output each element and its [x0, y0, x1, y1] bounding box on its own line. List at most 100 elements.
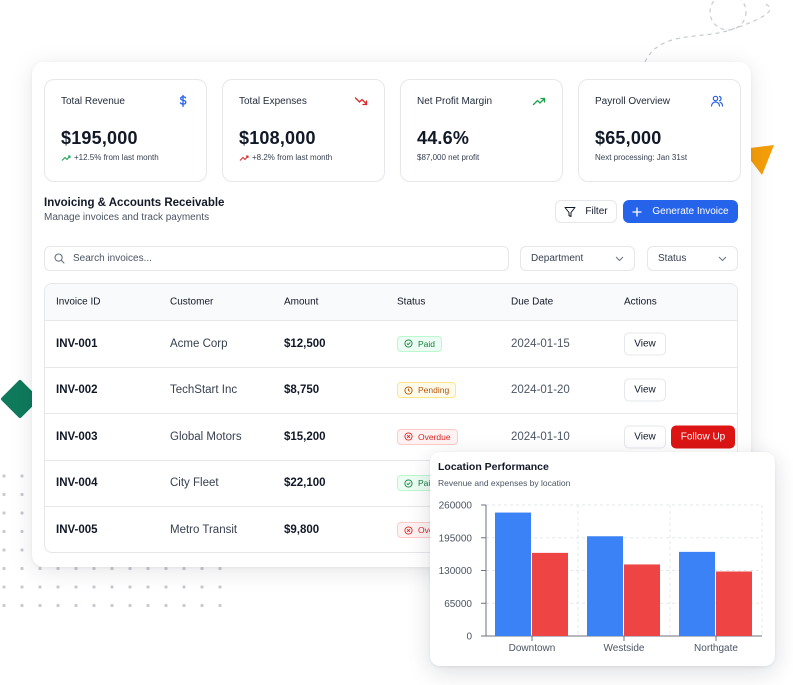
table-header-row: Invoice ID Customer Amount Status Due Da…	[45, 284, 737, 321]
section-subtitle: Manage invoices and track payments	[44, 212, 210, 223]
status-badge: Pending	[397, 382, 457, 399]
check-circle-icon	[404, 479, 413, 488]
plus-icon	[632, 206, 643, 217]
customer-name: TechStart Inc	[170, 384, 238, 397]
x-tick-label: Northgate	[694, 643, 738, 654]
kpi-total-revenue: Total Revenue $195,000 +12.5% from last …	[44, 79, 207, 182]
customer-name: Acme Corp	[170, 337, 228, 350]
kpi-title: Net Profit Margin	[417, 96, 493, 107]
kpi-subtext: Next processing: Jan 31st	[595, 153, 724, 162]
dashed-curve-decoration	[644, 0, 771, 63]
bar-expenses	[532, 552, 568, 636]
kpi-subtext: $87,000 net profit	[417, 153, 546, 162]
filter-button-label: Filter	[585, 206, 608, 217]
invoice-amount: $8,750	[284, 384, 320, 397]
customer-name: City Fleet	[170, 477, 219, 490]
bar-revenue	[495, 512, 531, 636]
customer-name: Global Motors	[170, 430, 242, 443]
invoice-amount: $15,200	[284, 430, 326, 443]
department-select-value: Department	[531, 253, 584, 264]
x-tick-label: Downtown	[509, 643, 556, 654]
location-performance-chart: 0 65000 130000 195000 260000 Downtown Westside…	[439, 501, 763, 654]
row-actions: View	[624, 332, 666, 356]
invoice-id: INV-004	[56, 477, 98, 490]
due-date: 2024-01-10	[511, 430, 570, 443]
trending-up-icon	[532, 97, 546, 106]
invoice-amount: $9,800	[284, 524, 320, 537]
kpi-title: Total Revenue	[61, 96, 125, 107]
kpi-net-profit-margin: Net Profit Margin 44.6% $87,000 net prof…	[400, 79, 563, 182]
trending-up-icon	[61, 155, 71, 161]
kpi-value: $108,000	[239, 128, 316, 148]
view-button[interactable]: View	[624, 425, 666, 449]
clock-icon	[404, 386, 413, 395]
bar-expenses	[624, 564, 660, 636]
chevron-down-icon	[615, 256, 624, 261]
bar-revenue	[679, 551, 715, 636]
kpi-subtext-label: Next processing: Jan 31st	[595, 153, 688, 162]
invoice-id: INV-001	[56, 337, 98, 350]
status-badge: Overdue	[397, 428, 458, 445]
generate-invoice-label: Generate Invoice	[652, 206, 729, 217]
kpi-value: $65,000	[595, 128, 662, 148]
kpi-subtext: +8.2% from last month	[239, 153, 368, 162]
table-row: INV-005 Metro Transit $9,800 Overdue	[45, 507, 737, 552]
status-label: Pending	[418, 385, 450, 396]
chart-subtitle: Revenue and expenses by location	[438, 478, 571, 488]
generate-invoice-button[interactable]: Generate Invoice	[623, 200, 738, 223]
kpi-subtext-label: +12.5% from last month	[74, 153, 159, 162]
kpi-title: Total Expenses	[239, 96, 307, 107]
section-title: Invoicing & Accounts Receivable	[44, 197, 225, 209]
check-circle-icon	[404, 339, 413, 348]
filter-button[interactable]: Filter	[555, 200, 617, 223]
location-performance-card: Location Performance Revenue and expense…	[430, 452, 775, 666]
kpi-subtext-label: $87,000 net profit	[417, 153, 480, 162]
status-label: Overdue	[418, 431, 451, 442]
invoice-table: Invoice ID Customer Amount Status Due Da…	[44, 283, 738, 553]
kpi-subtext: +12.5% from last month	[61, 153, 190, 162]
search-placeholder: Search invoices...	[73, 253, 152, 264]
column-header-amount: Amount	[284, 296, 319, 308]
column-header-customer: Customer	[170, 296, 214, 308]
y-tick-label: 260000	[439, 501, 473, 512]
bar-revenue	[587, 536, 623, 636]
trending-up-icon	[239, 155, 249, 161]
kpi-title: Payroll Overview	[595, 96, 671, 107]
status-select[interactable]: Status	[647, 246, 738, 271]
department-select[interactable]: Department	[520, 246, 635, 271]
invoice-id: INV-005	[56, 524, 98, 537]
x-tick-label: Westside	[604, 643, 645, 654]
due-date: 2024-01-20	[511, 384, 570, 397]
x-circle-icon	[404, 432, 413, 441]
table-row: INV-001 Acme Corp $12,500 Paid 2024-01-1…	[45, 321, 737, 368]
kpi-row: Total Revenue $195,000 +12.5% from last …	[44, 79, 741, 182]
status-badge: Paid	[397, 335, 443, 352]
y-tick-label: 65000	[444, 599, 472, 610]
invoice-amount: $12,500	[284, 337, 326, 350]
users-icon	[710, 95, 724, 107]
status-label: Paid	[418, 338, 436, 349]
invoice-id: INV-002	[56, 384, 98, 397]
filter-icon	[564, 206, 576, 217]
bar-expenses	[716, 571, 752, 636]
search-icon	[54, 253, 65, 264]
kpi-subtext-label: +8.2% from last month	[252, 153, 333, 162]
customer-name: Metro Transit	[170, 524, 238, 537]
due-date: 2024-01-15	[511, 337, 570, 350]
view-button[interactable]: View	[624, 332, 666, 356]
column-header-due-date: Due Date	[511, 296, 554, 308]
column-header-actions: Actions	[624, 296, 657, 308]
column-header-status: Status	[397, 296, 426, 308]
status-label: Paid	[418, 478, 436, 489]
table-row: INV-002 TechStart Inc $8,750 Pending 202…	[45, 368, 737, 414]
view-button[interactable]: View	[624, 378, 666, 402]
column-header-invoice-id: Invoice ID	[56, 296, 101, 308]
status-select-value: Status	[658, 253, 687, 264]
dashboard-card: Total Revenue $195,000 +12.5% from last …	[32, 62, 751, 567]
table-row: INV-003 Global Motors $15,200 Overdue 20…	[45, 414, 737, 461]
follow-up-button[interactable]: Follow Up	[671, 425, 735, 449]
row-actions: View	[624, 378, 666, 402]
search-input[interactable]: Search invoices...	[44, 246, 509, 271]
row-actions: View Follow Up	[624, 425, 735, 449]
invoice-amount: $22,100	[284, 477, 326, 490]
